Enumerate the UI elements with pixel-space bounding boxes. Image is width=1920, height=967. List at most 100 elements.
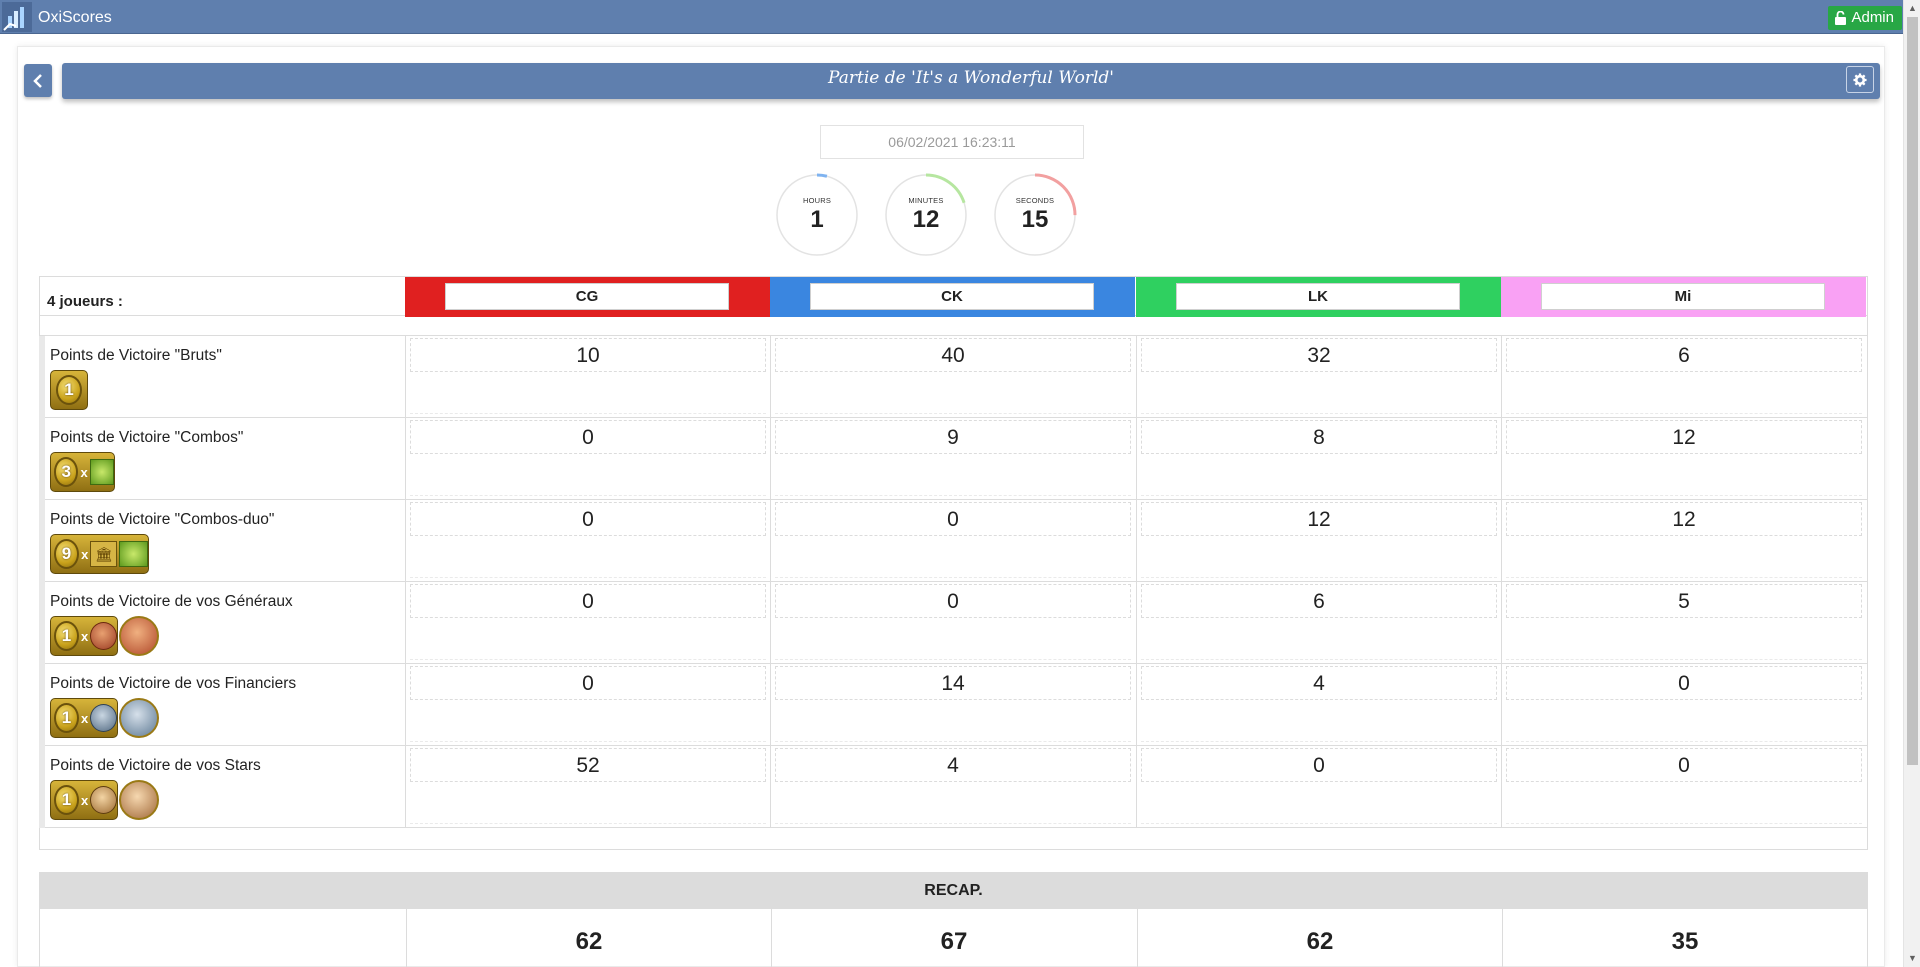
score-cell: 9 (770, 418, 1135, 500)
scroll-up-arrow-icon[interactable]: ▲ (1908, 3, 1917, 13)
category-label: Points de Victoire "Bruts" (50, 347, 222, 364)
timer-seconds: SECONDS 15 (992, 172, 1078, 258)
score-detail-area[interactable] (1141, 540, 1497, 578)
score-input[interactable]: 14 (775, 666, 1131, 700)
recap-heading: RECAP. (39, 872, 1868, 909)
top-navbar: OxiScores Admin (0, 0, 1903, 34)
score-detail-area[interactable] (775, 622, 1131, 660)
score-detail-area[interactable] (1141, 786, 1497, 824)
vertical-scrollbar[interactable]: ▲ ▼ (1903, 0, 1920, 967)
coin-icon: 3 (54, 457, 79, 487)
score-cell: 6 (1136, 582, 1501, 664)
score-input[interactable]: 12 (1141, 502, 1497, 536)
timer-ring-icon (775, 173, 859, 257)
victory-coin-icon: 1 (50, 370, 88, 410)
score-detail-area[interactable] (410, 458, 766, 496)
score-cell: 0 (405, 500, 770, 582)
score-input[interactable]: 6 (1141, 584, 1497, 618)
score-detail-area[interactable] (1506, 704, 1862, 742)
score-input[interactable]: 0 (410, 584, 766, 618)
player-total-score: 62 (406, 909, 771, 967)
score-input[interactable]: 0 (1506, 748, 1862, 782)
score-detail-area[interactable] (410, 540, 766, 578)
admin-label: Admin (1851, 9, 1894, 26)
category-label: Points de Victoire de vos Financiers (50, 675, 297, 692)
score-input[interactable]: 0 (775, 502, 1131, 536)
score-input[interactable]: 0 (410, 420, 766, 454)
score-detail-area[interactable] (775, 540, 1131, 578)
row-accent (39, 582, 45, 664)
score-cell: 0 (405, 664, 770, 746)
score-cell: 12 (1501, 500, 1866, 582)
score-cell: 0 (770, 500, 1135, 582)
score-detail-area[interactable] (775, 458, 1131, 496)
scroll-down-arrow-icon[interactable]: ▼ (1908, 953, 1917, 963)
score-input[interactable]: 0 (1141, 748, 1497, 782)
score-input[interactable]: 4 (775, 748, 1131, 782)
score-detail-area[interactable] (1506, 540, 1862, 578)
page-header-bar: Partie de 'It's a Wonderful World' (62, 63, 1880, 99)
scrollbar-thumb[interactable] (1907, 17, 1918, 765)
score-input[interactable]: 6 (1506, 338, 1862, 372)
score-detail-area[interactable] (1506, 458, 1862, 496)
score-cell: 0 (405, 582, 770, 664)
settings-button[interactable] (1846, 66, 1874, 93)
score-input[interactable]: 8 (1141, 420, 1497, 454)
score-cell: 4 (770, 746, 1135, 828)
score-detail-area[interactable] (410, 704, 766, 742)
gear-icon (1853, 72, 1867, 87)
score-input[interactable]: 0 (1506, 666, 1862, 700)
score-detail-area[interactable] (1141, 622, 1497, 660)
game-datetime-field[interactable]: 06/02/2021 16:23:11 (820, 125, 1084, 159)
score-detail-area[interactable] (1141, 704, 1497, 742)
player-name-input[interactable]: LK (1176, 283, 1460, 310)
player-column-header: LK (1136, 277, 1501, 317)
score-detail-area[interactable] (410, 622, 766, 660)
player-name-input[interactable]: CG (445, 283, 729, 310)
score-detail-area[interactable] (1506, 376, 1862, 414)
score-input[interactable]: 52 (410, 748, 766, 782)
score-detail-area[interactable] (1506, 622, 1862, 660)
timer-ring-icon (993, 173, 1077, 257)
score-input[interactable]: 40 (775, 338, 1131, 372)
score-input[interactable]: 4 (1141, 666, 1497, 700)
spacer-row (39, 316, 1868, 336)
score-detail-area[interactable] (410, 786, 766, 824)
player-name-input[interactable]: CK (810, 283, 1094, 310)
score-cell: 0 (405, 418, 770, 500)
coin-icon: 1 (54, 703, 79, 733)
score-input[interactable]: 10 (410, 338, 766, 372)
score-cell: 10 (405, 336, 770, 418)
score-detail-area[interactable] (1141, 376, 1497, 414)
coin-icon: 9 (54, 539, 80, 569)
score-detail-area[interactable] (775, 376, 1131, 414)
gap-row (39, 828, 1868, 850)
category-label: Points de Victoire de vos Stars (50, 757, 261, 774)
score-input[interactable]: 12 (1506, 420, 1862, 454)
app-logo-icon[interactable] (2, 2, 32, 32)
score-cell: 0 (1501, 664, 1866, 746)
row-accent (39, 418, 45, 500)
score-detail-area[interactable] (1506, 786, 1862, 824)
score-input[interactable]: 0 (410, 502, 766, 536)
score-detail-area[interactable] (1141, 458, 1497, 496)
admin-button[interactable]: Admin (1828, 6, 1902, 30)
player-total-score: 67 (771, 909, 1136, 967)
row-accent (39, 500, 45, 582)
score-category-row: Points de Victoire "Combos-duo" 9 x 🏛 0 0 12 12 (39, 500, 1868, 582)
back-button[interactable] (24, 64, 52, 97)
score-input[interactable]: 0 (775, 584, 1131, 618)
score-input[interactable]: 9 (775, 420, 1131, 454)
score-input[interactable]: 5 (1506, 584, 1862, 618)
coin-icon: 1 (54, 621, 79, 651)
score-detail-area[interactable] (775, 786, 1131, 824)
page-title: Partie de 'It's a Wonderful World' (828, 68, 1114, 88)
score-detail-area[interactable] (775, 704, 1131, 742)
score-input[interactable]: 12 (1506, 502, 1862, 536)
score-input[interactable]: 0 (410, 666, 766, 700)
score-detail-area[interactable] (410, 376, 766, 414)
player-name-input[interactable]: Mi (1541, 283, 1825, 310)
score-input[interactable]: 32 (1141, 338, 1497, 372)
app-title[interactable]: OxiScores (38, 9, 112, 26)
